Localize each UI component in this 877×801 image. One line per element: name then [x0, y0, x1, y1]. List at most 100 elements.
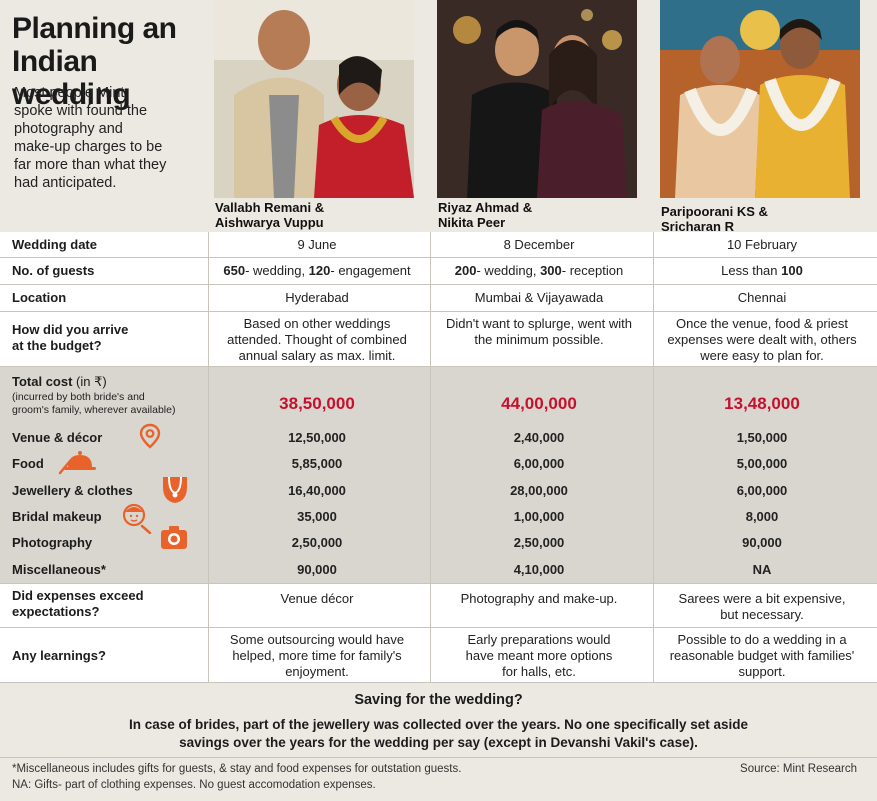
couple-name-3: Paripoorani KS & Sricharan R [661, 204, 768, 234]
guest-type: - reception [561, 263, 624, 278]
row-bg-wedding-date [0, 232, 877, 257]
cell-total-cost: 13,48,000 [724, 394, 800, 413]
cell-venue: 2,40,000 [513, 430, 565, 445]
cell-expenses-exceed: Photography and make-up. [460, 591, 618, 606]
saving-heading: Saving for the wedding? [354, 692, 523, 708]
footnote-misc: *Miscellaneous includes gifts for guests… [12, 763, 462, 775]
guest-count: 100 [781, 263, 803, 278]
total-cost-unit: (in ₹) [72, 374, 107, 389]
cell-budget: Once the venue, food & priest expenses w… [667, 316, 857, 363]
label-jewellery: Jewellery & clothes [12, 483, 133, 498]
cell-venue: 1,50,000 [736, 430, 788, 445]
column-divider [208, 232, 209, 682]
label-miscellaneous: Miscellaneous* [12, 562, 106, 577]
couple-photo-2 [437, 0, 637, 198]
cell-food: 5,00,000 [736, 456, 788, 471]
guest-type: - wedding, [245, 263, 309, 278]
food-cloche-icon [58, 447, 98, 475]
page-title: Planning an Indian wedding [12, 12, 177, 111]
cell-total-cost: 38,50,000 [279, 394, 355, 413]
cell-miscellaneous: 90,000 [297, 562, 337, 577]
cell-miscellaneous: NA [752, 562, 772, 577]
cell-location: Chennai [737, 290, 787, 305]
label-location: Location [12, 290, 67, 305]
row-bg-guests [0, 258, 877, 284]
divider [0, 284, 877, 285]
label-venue: Venue & décor [12, 430, 103, 445]
source-credit: Source: Mint Research [740, 763, 857, 775]
bride-face-icon [120, 500, 152, 535]
guest-count: 300 [540, 263, 562, 278]
row-bg-budget [0, 312, 877, 366]
cell-venue: 12,50,000 [288, 430, 346, 445]
cell-jewellery: 6,00,000 [736, 483, 788, 498]
label-bridal-makeup: Bridal makeup [12, 509, 102, 524]
divider [0, 311, 877, 312]
total-cost-note: (incurred by both bride's and groom's fa… [12, 391, 176, 416]
label-total-cost: Total cost (in ₹) [12, 374, 107, 390]
cell-food: 5,85,000 [291, 456, 343, 471]
divider [0, 682, 877, 683]
cell-learnings: Early preparations would have meant more… [465, 632, 613, 679]
cell-guests: Less than 100 [655, 263, 869, 279]
guest-type: - engagement [330, 263, 411, 278]
divider [0, 583, 877, 584]
label-photography: Photography [12, 535, 93, 550]
cell-photography: 2,50,000 [513, 535, 565, 550]
cell-location: Hyderabad [285, 290, 349, 305]
cell-location: Mumbai & Vijayawada [474, 290, 604, 305]
label-guests: No. of guests [12, 263, 95, 278]
column-divider [430, 232, 431, 682]
row-bg-learnings [0, 628, 877, 682]
cell-guests: 650- wedding, 120- engagement [210, 263, 424, 279]
guest-type: - wedding, [476, 263, 541, 278]
couple-name-2: Riyaz Ahmad & Nikita Peer [438, 200, 533, 230]
row-bg-costs [0, 367, 877, 583]
row-bg-location [0, 285, 877, 311]
label-food: Food [12, 456, 44, 471]
cell-bridal-makeup: 1,00,000 [513, 509, 565, 524]
intro-text: Most people Mint spoke with found the ph… [14, 85, 167, 191]
cell-miscellaneous: 4,10,000 [513, 562, 565, 577]
couple-photo-3 [660, 0, 860, 198]
divider [0, 627, 877, 628]
divider [0, 366, 877, 367]
cell-wedding-date: 8 December [503, 237, 575, 252]
cell-photography: 90,000 [742, 535, 782, 550]
couple-photo-1 [214, 0, 414, 198]
cell-photography: 2,50,000 [291, 535, 343, 550]
column-divider [653, 232, 654, 682]
footnote-na: NA: Gifts- part of clothing expenses. No… [12, 779, 376, 791]
footer-divider [0, 757, 877, 758]
label-budget: How did you arrive at the budget? [12, 322, 129, 353]
couple-name-1: Vallabh Remani & Aishwarya Vuppu [215, 200, 325, 230]
cell-budget: Based on other weddings attended. Though… [227, 316, 407, 363]
cell-jewellery: 16,40,000 [288, 483, 346, 498]
guest-count: 650 [223, 263, 246, 278]
cell-learnings: Possible to do a wedding in a reasonable… [669, 632, 855, 679]
cell-bridal-makeup: 8,000 [745, 509, 779, 524]
cell-expenses-exceed: Venue décor [280, 591, 354, 606]
cell-budget: Didn't want to splurge, went with the mi… [445, 316, 633, 347]
cell-bridal-makeup: 35,000 [297, 509, 337, 524]
label-expenses-exceed: Did expenses exceed expectations? [12, 588, 144, 619]
necklace-icon [160, 473, 190, 505]
total-cost-label: Total cost [12, 374, 73, 389]
cell-jewellery: 28,00,000 [510, 483, 568, 498]
cell-total-cost: 44,00,000 [501, 394, 577, 413]
guest-count: 200 [454, 263, 477, 278]
cell-wedding-date: 10 February [726, 237, 798, 252]
cell-learnings: Some outsourcing would have helped, more… [229, 632, 405, 679]
cell-food: 6,00,000 [513, 456, 565, 471]
label-wedding-date: Wedding date [12, 237, 97, 252]
location-pin-icon [136, 422, 164, 450]
guest-type: Less than [721, 263, 782, 278]
cell-guests: 200- wedding, 300- reception [432, 263, 646, 279]
row-bg-exceed [0, 584, 877, 627]
guest-count: 120 [308, 263, 331, 278]
saving-text: In case of brides, part of the jewellery… [129, 717, 748, 750]
camera-icon [159, 522, 189, 552]
label-learnings: Any learnings? [12, 648, 106, 663]
cell-wedding-date: 9 June [297, 237, 337, 252]
